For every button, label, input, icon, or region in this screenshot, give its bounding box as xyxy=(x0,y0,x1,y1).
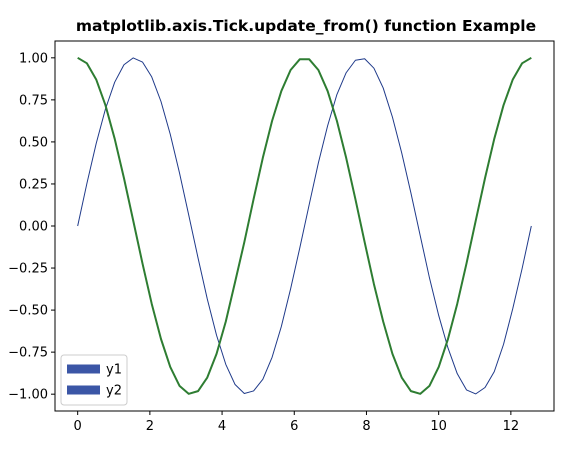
y-tick-label: −0.25 xyxy=(8,262,48,277)
y-tick-label: −1.00 xyxy=(8,388,48,403)
legend-swatch-y1 xyxy=(67,365,100,374)
y-tick-label: −0.75 xyxy=(8,346,48,361)
legend-label-y2: y2 xyxy=(106,384,122,399)
y-tick-label: 0.00 xyxy=(19,220,48,235)
x-tick-label: 6 xyxy=(290,419,298,434)
y-tick-label: 0.25 xyxy=(19,177,48,192)
x-tick-label: 8 xyxy=(362,419,370,434)
y-tick-label: −0.50 xyxy=(8,304,48,319)
x-tick-label: 12 xyxy=(503,419,520,434)
chart-title: matplotlib.axis.Tick.update_from() funct… xyxy=(76,17,536,35)
x-tick-label: 0 xyxy=(74,419,82,434)
y-tick-label: 0.50 xyxy=(19,135,48,150)
legend-label-y1: y1 xyxy=(106,363,122,378)
plot-axes: 0 2 4 6 8 10 12 −1.00 −0.75 −0.50 −0.25 0.00 0.25 0.… xyxy=(8,41,554,434)
x-tick-label: 4 xyxy=(218,419,226,434)
y-tick-label: 0.75 xyxy=(19,93,48,108)
x-tick-label: 2 xyxy=(146,419,154,434)
x-tick-label: 10 xyxy=(430,419,447,434)
legend-swatch-y2 xyxy=(67,386,100,395)
y-tick-label: 1.00 xyxy=(19,51,48,66)
